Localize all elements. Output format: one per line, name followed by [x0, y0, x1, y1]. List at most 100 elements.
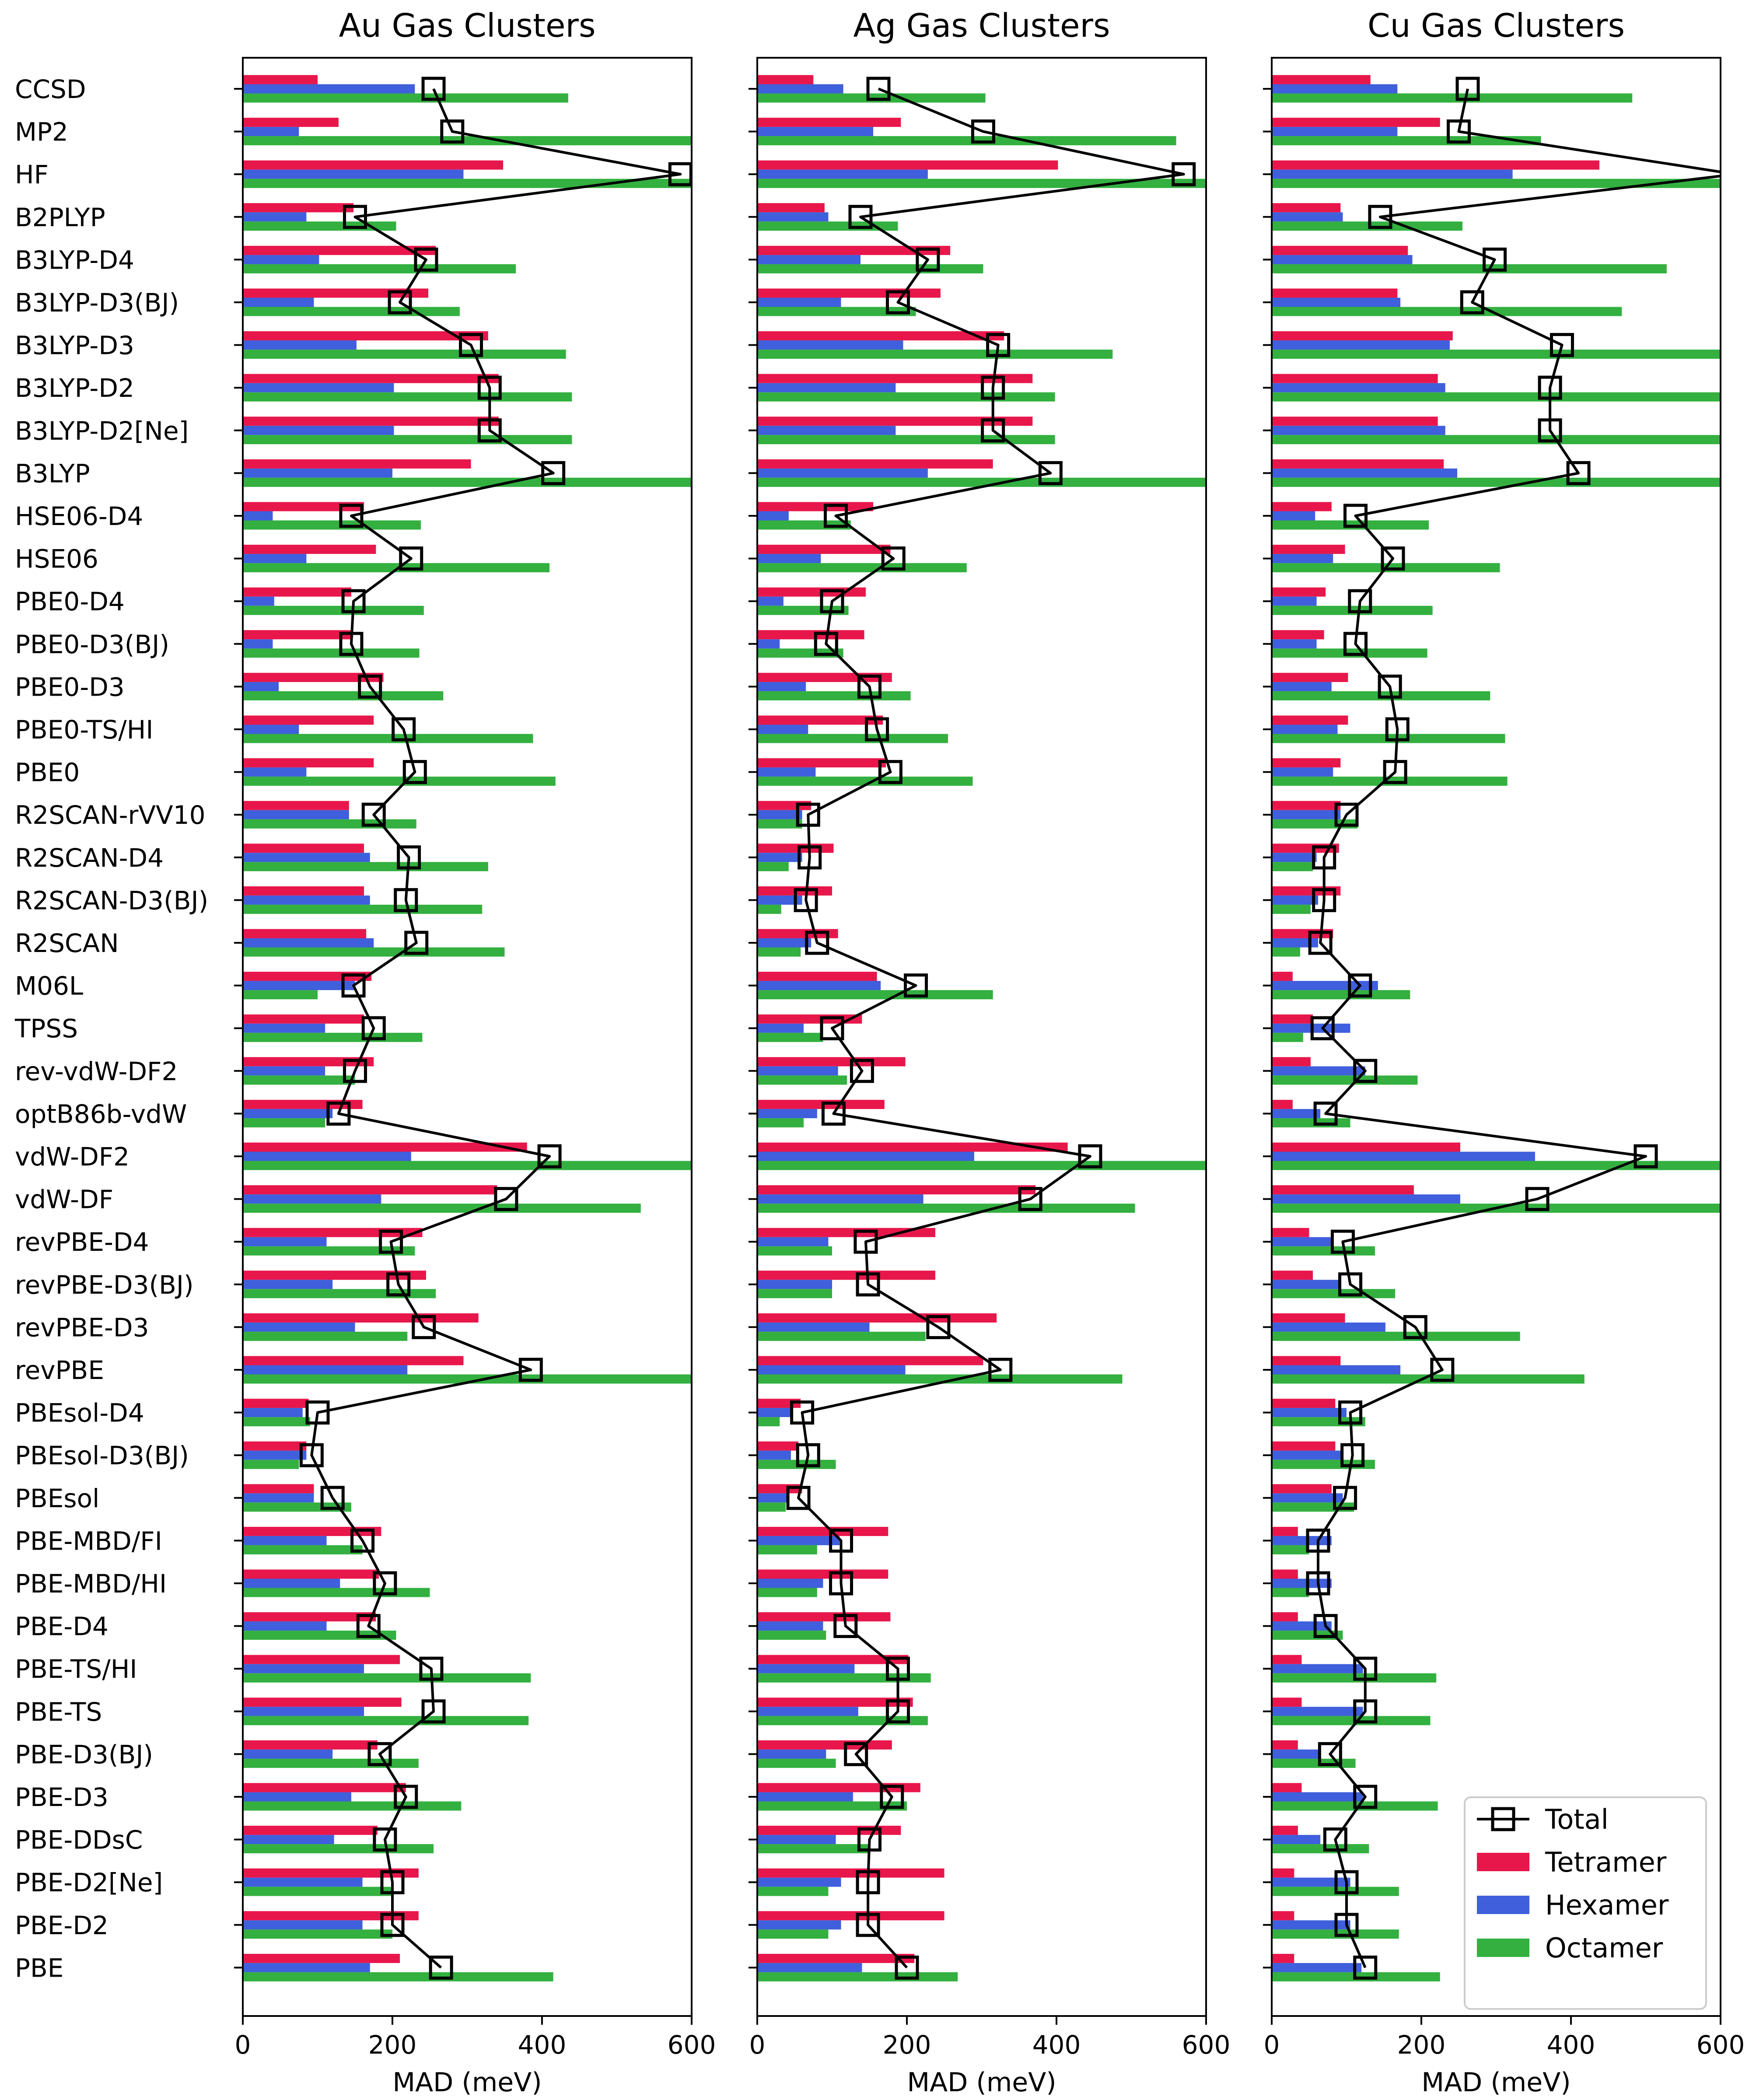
bar-hexamer-PBE0-TS/HI	[243, 724, 299, 734]
method-label-B3LYP-D2[Ne]: B3LYP-D2[Ne]	[15, 416, 189, 446]
bar-hexamer-MP2	[1272, 127, 1398, 136]
method-label-PBEsol-D3(BJ): PBEsol-D3(BJ)	[15, 1441, 189, 1470]
total-marker-revPBE-D3(BJ)	[386, 1272, 411, 1297]
bar-tetramer-PBE0-D3	[1272, 672, 1348, 682]
total-marker-B3LYP	[541, 461, 566, 485]
total-marker-PBE-D3(BJ)	[1318, 1742, 1342, 1766]
bar-tetramer-PBE-TS	[243, 1698, 402, 1707]
total-marker-PBE-D3	[880, 1785, 904, 1809]
bar-hexamer-PBE-D3	[1272, 1792, 1363, 1802]
bar-tetramer-PBE-DDsC	[243, 1826, 378, 1835]
bar-tetramer-PBE0	[757, 758, 886, 768]
bar-hexamer-B2PLYP	[243, 212, 307, 222]
bar-octamer-R2SCAN-D4	[1272, 862, 1313, 872]
bar-hexamer-PBEsol-D3(BJ)	[757, 1450, 791, 1460]
bar-octamer-B3LYP-D2	[1272, 392, 1721, 402]
bar-hexamer-PBEsol	[243, 1493, 314, 1503]
total-marker-M06L	[904, 973, 928, 998]
bar-tetramer-revPBE-D3	[243, 1313, 479, 1323]
total-marker-PBE0	[878, 760, 902, 784]
x-tick-label: 200	[1397, 2030, 1446, 2060]
method-label-PBE-D2: PBE-D2	[15, 1911, 108, 1940]
bar-tetramer-PBE-TS/HI	[757, 1655, 909, 1664]
total-marker-R2SCAN-rVV10	[1334, 802, 1359, 827]
bar-octamer-PBE-D3	[243, 1801, 462, 1811]
total-marker-TPSS	[1310, 1016, 1335, 1040]
bar-hexamer-PBEsol	[757, 1493, 789, 1503]
bar-hexamer-PBE-D2	[1272, 1920, 1350, 1930]
bar-tetramer-PBE-D4	[243, 1612, 376, 1622]
total-marker-B2PLYP	[343, 205, 367, 229]
bar-tetramer-B3LYP	[243, 459, 471, 469]
bars-group	[243, 75, 692, 1981]
bar-tetramer-PBE-D3(BJ)	[243, 1740, 378, 1750]
bar-octamer-M06L	[1272, 990, 1410, 1000]
bar-tetramer-PBE0-D4	[1272, 587, 1326, 597]
total-marker-PBE0-D4	[820, 589, 844, 613]
bar-octamer-revPBE-D3	[243, 1331, 408, 1341]
total-marker-PBE0-D3	[1378, 674, 1402, 699]
bar-hexamer-PBE-TS/HI	[243, 1664, 364, 1673]
panel-title: Cu Gas Clusters	[1368, 7, 1625, 45]
bar-tetramer-revPBE	[1272, 1356, 1341, 1365]
bar-tetramer-B3LYP-D2[Ne]	[757, 416, 1033, 426]
bar-octamer-revPBE	[757, 1374, 1123, 1384]
bar-tetramer-PBE	[757, 1953, 915, 1963]
bar-hexamer-vdW-DF2	[757, 1152, 974, 1161]
total-marker-PBE-TS/HI	[1353, 1656, 1378, 1681]
bar-hexamer-R2SCAN-rVV10	[243, 810, 349, 819]
total-marker-optB86b-vdW	[326, 1101, 351, 1126]
bar-tetramer-TPSS	[243, 1014, 364, 1024]
total-marker-PBEsol-D4	[790, 1400, 815, 1425]
total-marker-revPBE-D4	[379, 1229, 403, 1254]
total-marker-PBE0-D3(BJ)	[339, 632, 364, 656]
total-marker-PBE-D2[Ne]	[380, 1870, 405, 1894]
bar-octamer-vdW-DF	[243, 1204, 641, 1213]
legend-swatch-tetramer	[1477, 1853, 1529, 1871]
bar-octamer-B3LYP-D2[Ne]	[757, 435, 1055, 444]
bar-hexamer-PBE0	[1272, 767, 1333, 777]
x-tick-label: 600	[1182, 2030, 1231, 2060]
bar-tetramer-B3LYP-D4	[757, 245, 951, 255]
bar-hexamer-MP2	[243, 127, 299, 136]
total-marker-PBE-D3(BJ)	[367, 1742, 392, 1766]
method-label-PBE0-D3: PBE0-D3	[15, 672, 125, 702]
total-marker-CCSD	[421, 77, 446, 101]
bar-tetramer-B3LYP-D4	[243, 245, 436, 255]
total-marker-PBE-DDsC	[373, 1827, 397, 1852]
method-label-PBE: PBE	[15, 1953, 63, 1983]
bar-tetramer-CCSD	[757, 75, 814, 84]
method-label-TPSS: TPSS	[14, 1014, 78, 1043]
total-marker-PBE-TS	[1353, 1699, 1378, 1724]
method-label-HSE06-D4: HSE06-D4	[15, 501, 143, 531]
bar-hexamer-vdW-DF	[1272, 1194, 1460, 1204]
total-marker-HF	[1172, 162, 1196, 186]
method-label-revPBE-D3(BJ): revPBE-D3(BJ)	[15, 1270, 194, 1300]
x-axis-title: MAD (meV)	[1421, 2067, 1571, 2098]
total-marker-PBE-D4	[356, 1614, 381, 1638]
bar-octamer-revPBE-D3	[1272, 1331, 1520, 1341]
bar-tetramer-HSE06	[1272, 545, 1345, 554]
bar-tetramer-B2PLYP	[757, 203, 825, 213]
bar-octamer-TPSS	[243, 1032, 423, 1042]
total-marker-PBEsol-D3(BJ)	[299, 1443, 324, 1467]
bar-octamer-PBEsol-D3(BJ)	[243, 1460, 299, 1469]
bar-octamer-B2PLYP	[1272, 221, 1463, 231]
total-marker-HSE06	[881, 546, 906, 571]
bar-tetramer-revPBE	[757, 1356, 983, 1365]
bar-hexamer-PBE0	[757, 767, 816, 777]
method-label-MP2: MP2	[15, 117, 68, 147]
bar-hexamer-TPSS	[243, 1023, 325, 1033]
total-marker-HF	[668, 162, 692, 186]
total-marker-B3LYP-D3	[1550, 333, 1574, 357]
total-marker-B3LYP-D2	[477, 375, 502, 400]
total-marker-R2SCAN-D3(BJ)	[394, 888, 418, 912]
bar-octamer-B3LYP-D2[Ne]	[243, 435, 572, 444]
total-marker-MP2	[1447, 119, 1471, 144]
bar-tetramer-PBE0-TS/HI	[1272, 715, 1348, 725]
method-label-PBE-TS/HI: PBE-TS/HI	[15, 1654, 137, 1684]
bar-octamer-B3LYP-D3	[243, 350, 566, 359]
total-marker-PBE0-D3(BJ)	[814, 632, 838, 656]
bar-tetramer-B3LYP-D3(BJ)	[243, 288, 429, 298]
bar-tetramer-PBEsol	[1272, 1484, 1332, 1494]
